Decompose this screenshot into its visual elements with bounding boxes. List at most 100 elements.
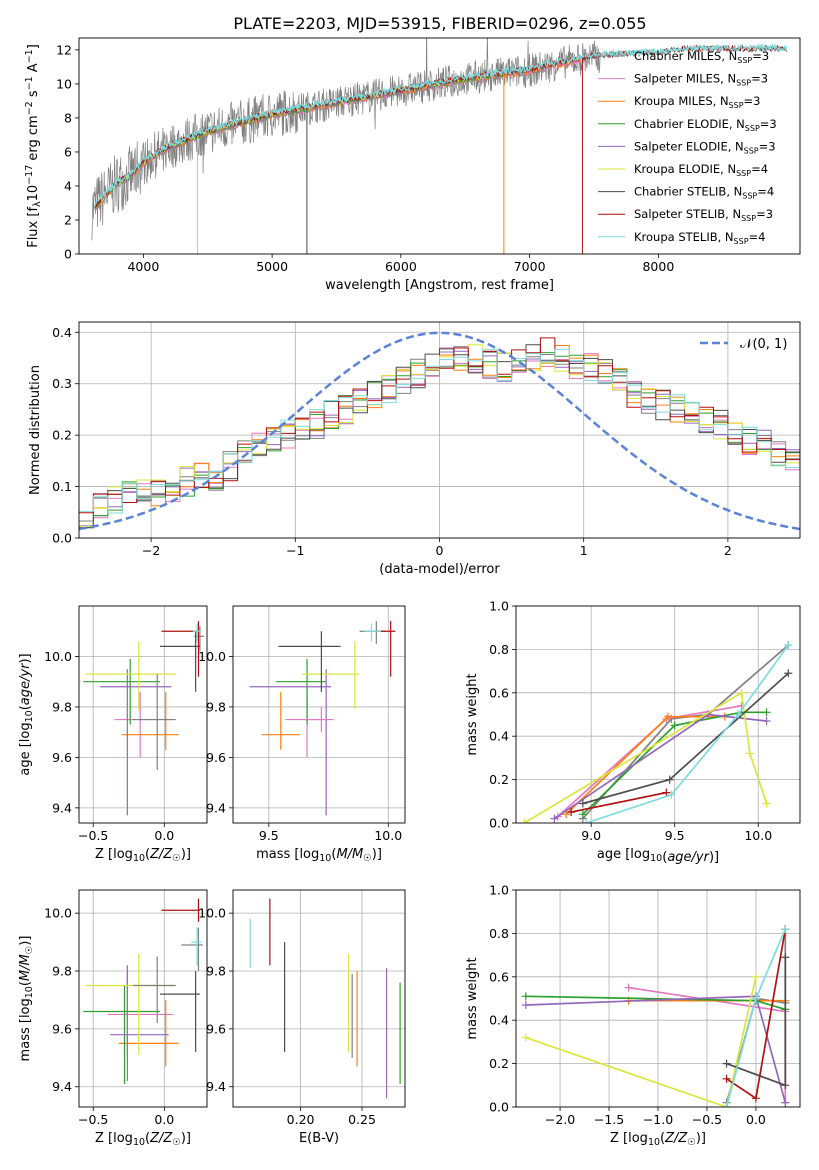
legend-entry-kroupa-miles: Kroupa MILES, NSSP=3 [598, 94, 760, 110]
errorbar-kroupa-miles [118, 999, 179, 1067]
z-age-panel: −0.5 0.0 9.4 9.6 9.8 10.0 Z [log10(Z/Z☉)] age [… [18, 605, 208, 864]
series-point [667, 790, 676, 799]
series-kroupa-elodie [520, 688, 771, 823]
series-point [737, 688, 746, 697]
mass-age-panel: 9.5 10.0 9.4 9.6 9.8 10.0 mass [log10(M/M☉)] [198, 605, 406, 864]
series-chabrier-stelib [578, 669, 793, 808]
errorbar-chabrier-miles [181, 927, 203, 972]
series-point [567, 808, 576, 817]
spectrum-xtick-label: 4000 [127, 259, 159, 274]
series-point [520, 819, 529, 823]
mass-age-ytick-label: 9.4 [206, 800, 226, 815]
errorbar-salpeter-elodie [249, 669, 331, 816]
legend-entry-kroupa-stelib: Kroupa STELIB, NSSP=4 [598, 230, 765, 246]
spectrum-ytick-label: 0 [64, 247, 72, 262]
legend-label: Chabrier ELODIE, NSSP=3 [634, 117, 777, 133]
errorbar-chabrier-elodie [276, 658, 327, 725]
series-point [781, 1081, 790, 1090]
series-point [745, 749, 754, 758]
z-massweight-xtick-label: −2.0 [545, 1112, 575, 1127]
series-kroupa-stelib [582, 641, 793, 823]
z-massweight-ytick-label: 0.2 [489, 1056, 509, 1071]
residuals-xtick-label: 2 [724, 543, 732, 558]
legend-entry-chabrier-stelib: Chabrier STELIB, NSSP=4 [598, 185, 774, 201]
residuals-frame [78, 321, 801, 539]
z-massweight-ytick-label: 1.0 [489, 883, 509, 898]
series-point [751, 972, 760, 981]
spectrum-xtick-label: 6000 [385, 259, 417, 274]
residuals-panel: −2 −1 0 1 2 0.0 0.1 0.2 0.3 0.4 (data-model)/error… [28, 321, 801, 577]
series-chabrier-elodie [578, 708, 771, 819]
series-point [781, 925, 790, 934]
legend-label: Kroupa ELODIE, NSSP=4 [634, 162, 768, 178]
spectrum-frame [78, 37, 801, 255]
series-point [722, 1059, 731, 1068]
z-age-xlabel: Z [log10(Z/Z☉)] [95, 847, 191, 864]
mass-age-xtick-label: 9.5 [259, 828, 279, 843]
spectrum-ytick-label: 4 [64, 178, 72, 193]
z-massweight-xtick-label: −1.5 [594, 1112, 624, 1127]
spectrum-ytick-label: 8 [64, 110, 72, 125]
ebv-mass-ytick-label: 9.8 [206, 964, 226, 979]
age-massweight-xtick-label: 9.5 [665, 828, 685, 843]
series-point [784, 669, 793, 678]
spectrum-xlabel: wavelength [Angstrom, rest frame] [325, 278, 554, 293]
errorbar-kroupa-elodie [302, 641, 360, 710]
legend-entry-chabrier-elodie: Chabrier ELODIE, NSSP=3 [598, 117, 777, 133]
series-point [762, 799, 771, 808]
legend-label: Kroupa MILES, NSSP=3 [634, 94, 760, 110]
legend-label: Kroupa STELIB, NSSP=4 [634, 230, 765, 246]
age-massweight-ylabel: mass weight [465, 673, 480, 755]
spectrum-xtick-label: 5000 [256, 259, 288, 274]
legend-entry-chabrier-miles: Chabrier MILES, NSSP=3 [598, 49, 769, 65]
errorbar-salpeter-miles [304, 706, 334, 733]
z-age-plot-area [79, 606, 207, 823]
age-massweight-ytick-label: 0.2 [489, 772, 509, 787]
residual-hist-kroupa-stelib [79, 348, 800, 514]
residuals-xlabel: (data-model)/error [379, 562, 500, 577]
z-age-xtick-label: −0.5 [78, 828, 108, 843]
figure-title: PLATE=2203, MJD=53915, FIBERID=0296, z=0… [233, 14, 646, 33]
series-point [582, 819, 591, 823]
z-massweight-xtick-label: 0.0 [746, 1112, 766, 1127]
legend-label: Chabrier STELIB, NSSP=4 [634, 185, 774, 201]
spectrum-xtick-label: 8000 [642, 259, 674, 274]
series-line [585, 644, 789, 823]
series-chabrier-stelib [722, 953, 790, 1090]
mass-age-xtick-label: 10.0 [374, 828, 402, 843]
ebv-mass-plot-area [233, 890, 405, 1107]
age-massweight-plot-area [516, 606, 800, 823]
series-point [550, 814, 559, 823]
ebv-mass-ytick-label: 9.6 [206, 1021, 226, 1036]
z-age-ytick-label: 9.8 [52, 699, 72, 714]
series-point [751, 994, 760, 1003]
ebv-mass-xtick-label: 0.25 [348, 1112, 376, 1127]
series-salpeter-stelib [567, 788, 671, 817]
series-line [525, 976, 757, 1107]
series-point [665, 775, 674, 784]
z-massweight-ylabel: mass weight [465, 957, 480, 1039]
series-point [781, 1098, 790, 1107]
z-age-ytick-label: 9.6 [52, 750, 72, 765]
errorbar-chabrier-miles [133, 674, 176, 771]
errorbar-chabrier-stelib [160, 631, 200, 692]
age-massweight-xtick-label: 10.0 [744, 828, 772, 843]
z-massweight-xtick-label: −1.0 [643, 1112, 673, 1127]
series-point [662, 788, 671, 797]
residuals-xtick-label: −1 [286, 543, 304, 558]
series-kroupa-stelib [722, 925, 790, 1107]
z-massweight-ytick-label: 0.6 [489, 969, 509, 984]
z-age-frame [78, 605, 208, 824]
z-mass-xtick-label: 0.0 [154, 1112, 174, 1127]
errorbar-kroupa-elodie [86, 641, 176, 710]
spectrum-ytick-label: 10 [56, 76, 72, 91]
age-massweight-panel: 9.0 9.5 10.0 0.0 0.2 0.4 0.6 0.8 1.0 age [log10(a… [465, 599, 801, 865]
series-point [578, 799, 587, 808]
age-massweight-ytick-label: 0.8 [489, 642, 509, 657]
ebv-mass-xtick-label: 0.20 [287, 1112, 315, 1127]
series-line [570, 791, 667, 813]
mass-age-ytick-label: 9.6 [206, 750, 226, 765]
mass-age-ytick-label: 9.8 [206, 699, 226, 714]
age-massweight-ytick-label: 1.0 [489, 599, 509, 614]
z-mass-ytick-label: 10.0 [44, 906, 72, 921]
